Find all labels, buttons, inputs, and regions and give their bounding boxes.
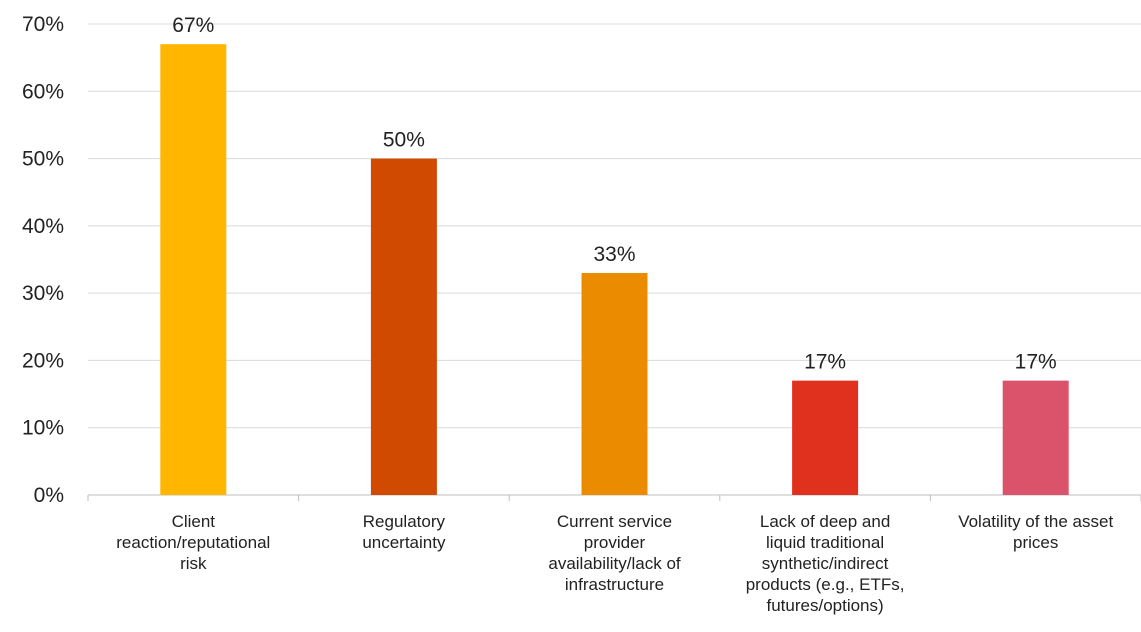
- y-tick-label: 0%: [34, 484, 64, 507]
- category-label-line: reaction/reputational: [116, 533, 270, 552]
- category-label-line: Regulatory: [363, 512, 446, 531]
- bar: [792, 380, 859, 495]
- category-label-line: risk: [180, 554, 207, 573]
- y-tick-label: 30%: [22, 282, 64, 305]
- category-label-line: products (e.g., ETFs,: [746, 575, 905, 594]
- data-label: 17%: [1015, 351, 1057, 374]
- bars: [160, 44, 1069, 496]
- bar: [1002, 380, 1069, 495]
- bar: [370, 158, 437, 496]
- data-label: 33%: [593, 243, 635, 266]
- category-label-line: uncertainty: [362, 533, 446, 552]
- category-label-line: prices: [1013, 533, 1058, 552]
- category-label-line: Lack of deep and: [760, 512, 890, 531]
- category-label-line: synthetic/indirect: [762, 554, 889, 573]
- y-tick-label: 10%: [22, 417, 64, 440]
- category-label: Volatility of the asset prices: [958, 512, 1113, 552]
- category-label-line: provider: [584, 533, 646, 552]
- category-label: Lack of deep and liquid traditional synthe…: [746, 512, 905, 615]
- category-label-line: Volatility of the asset: [958, 512, 1113, 531]
- y-tick-label: 20%: [22, 349, 64, 372]
- category-label: Regulatory uncertainty: [362, 512, 446, 552]
- category-label: Current service provider availability/lack…: [548, 512, 681, 594]
- y-tick-label: 60%: [22, 80, 64, 103]
- y-tick-label: 40%: [22, 215, 64, 238]
- data-label: 17%: [804, 351, 846, 374]
- category-label-line: futures/options): [767, 596, 884, 615]
- category-label-line: liquid traditional: [766, 533, 884, 552]
- data-label: 67%: [172, 14, 214, 37]
- data-labels: 67% 50% 33% 17% 17%: [172, 14, 1056, 373]
- bar: [160, 44, 227, 495]
- category-label-line: Client: [172, 512, 216, 531]
- y-tick-label: 70%: [22, 13, 64, 36]
- category-label: Client reaction/reputational risk: [116, 512, 270, 573]
- y-axis-ticks: 0% 10% 20% 30% 40% 50% 60% 70%: [22, 13, 64, 507]
- category-label-line: Current service: [557, 512, 672, 531]
- y-tick-label: 50%: [22, 148, 64, 171]
- bar: [581, 272, 648, 495]
- category-label-line: infrastructure: [565, 575, 664, 594]
- data-label: 50%: [383, 129, 425, 152]
- category-labels: Client reaction/reputational risk Regulator…: [116, 512, 1113, 615]
- category-label-line: availability/lack of: [548, 554, 681, 573]
